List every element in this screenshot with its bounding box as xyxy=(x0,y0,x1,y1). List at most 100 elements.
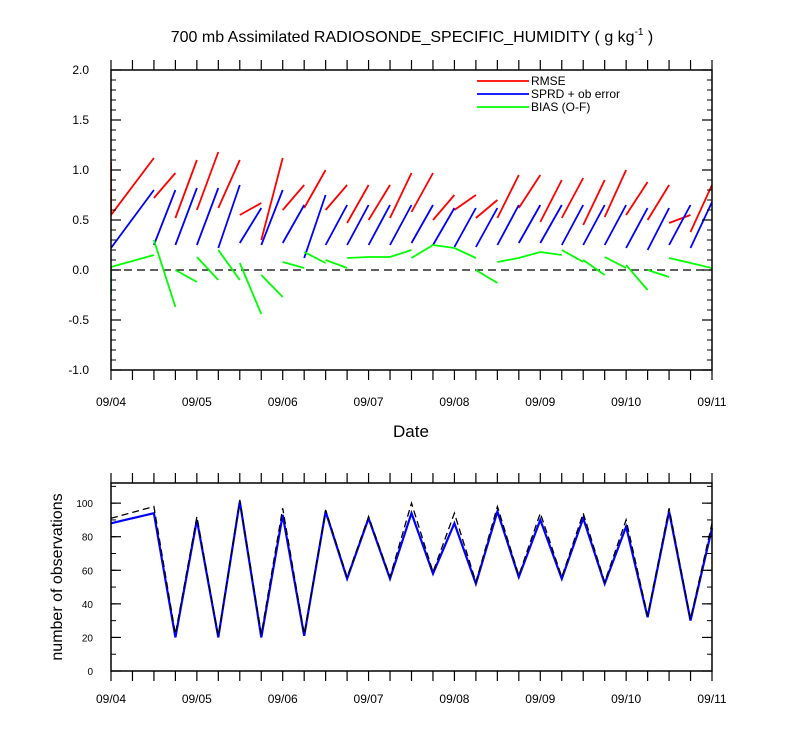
series-bias-o-f-segment-12 xyxy=(411,244,455,259)
y-tick-label: 40 xyxy=(82,600,94,611)
y-axis-label-observations: number of observations xyxy=(49,493,66,660)
series-rmse-segment-17 xyxy=(475,199,498,219)
series-sprd-ob-error-segment-7 xyxy=(260,189,284,246)
series-sprd-ob-error-segment-23 xyxy=(603,204,627,246)
y-tick-label: 1.0 xyxy=(72,163,89,177)
y-tick-label: 2.0 xyxy=(72,63,89,77)
x-tick-label: 09/05 xyxy=(182,692,212,706)
series-rmse-segment-9 xyxy=(303,169,327,209)
y-tick-label: 1.5 xyxy=(72,113,89,127)
top-plot-frame xyxy=(110,69,713,371)
series-bias-o-f-segment-5 xyxy=(217,249,241,281)
y-tick-label: 100 xyxy=(76,499,93,510)
x-tick-label: 09/04 xyxy=(96,395,126,409)
series-sprd-ob-error-segment-26 xyxy=(668,204,692,246)
series-sprd-ob-error-segment-17 xyxy=(475,207,499,248)
y-tick-label: 0.0 xyxy=(72,263,89,277)
legend-label-sprd-ob-error: SPRD + ob error xyxy=(531,87,620,101)
series-rmse-segment-26 xyxy=(668,214,691,224)
series-rmse-segment-25 xyxy=(646,184,670,221)
x-tick-label: 09/08 xyxy=(439,395,469,409)
x-tick-label: 09/10 xyxy=(611,395,641,409)
x-tick-label: 09/09 xyxy=(525,692,555,706)
x-tick-label: 09/11 xyxy=(697,692,726,706)
series-rmse-segment-4 xyxy=(196,151,220,211)
series-sprd-ob-error-segment-10 xyxy=(324,204,348,246)
series-rmse-segment-24 xyxy=(625,181,649,216)
x-tick-label: 09/09 xyxy=(525,395,555,409)
series-possible-line xyxy=(110,499,713,636)
series-rmse-segment-22 xyxy=(582,179,606,226)
series-rmse-segment-27 xyxy=(689,184,712,233)
chart-title-main: 700 mb Assimilated RADIOSONDE_SPECIFIC_H… xyxy=(171,29,635,46)
y-tick-label: 80 xyxy=(82,533,94,544)
series-rmse-segment-12 xyxy=(367,184,391,221)
y-tick-label: 0 xyxy=(87,667,93,678)
chart-title-superscript: -1 xyxy=(635,27,644,38)
series-rmse-segment-23 xyxy=(603,169,627,218)
series-rmse-segment-13 xyxy=(389,172,413,219)
series-bias-o-f-segment-9 xyxy=(303,251,327,264)
bottom-series-lines xyxy=(110,499,714,638)
series-bias-o-f-segment-15 xyxy=(497,251,562,263)
chart-title: 700 mb Assimilated RADIOSONDE_SPECIFIC_H… xyxy=(171,27,654,46)
series-bias-o-f-segment-8 xyxy=(282,261,305,269)
series-bias-o-f-segment-6 xyxy=(238,262,263,315)
y-tick-label: -1.0 xyxy=(68,363,89,377)
y-tick-label: -0.5 xyxy=(68,313,89,327)
series-rmse-segment-21 xyxy=(561,177,584,219)
y-tick-label: 60 xyxy=(82,566,94,577)
series-bias-o-f-segment-11 xyxy=(347,249,412,259)
series-bias-o-f-segment-21 xyxy=(668,257,712,269)
x-tick-label: 09/04 xyxy=(96,692,126,706)
series-bias-o-f-segment-19 xyxy=(625,264,649,291)
series-bias-o-f-segment-10 xyxy=(325,259,348,269)
series-sprd-ob-error-segment-19 xyxy=(518,204,542,244)
series-sprd-ob-error-segment-2 xyxy=(153,189,177,246)
series-sprd-ob-error-segment-12 xyxy=(367,204,391,246)
series-bias-o-f-segment-7 xyxy=(260,274,284,298)
series-rmse-segment-5 xyxy=(217,159,241,209)
series-rmse-segment-19 xyxy=(518,174,542,209)
series-sprd-ob-error-segment-20 xyxy=(539,204,563,244)
series-bias-o-f-segment-18 xyxy=(604,256,627,269)
x-tick-label: 09/05 xyxy=(182,395,212,409)
series-sprd-ob-error-segment-6 xyxy=(239,207,263,244)
series-bias-o-f-segment-4 xyxy=(196,256,219,281)
series-sprd-ob-error-segment-9 xyxy=(303,194,327,259)
series-rmse-segment-15 xyxy=(432,194,456,221)
series-sprd-ob-error-segment-14 xyxy=(410,204,434,244)
x-tick-label: 09/06 xyxy=(268,692,298,706)
series-rmse-segment-20 xyxy=(539,179,563,223)
series-rmse-segment-3 xyxy=(174,159,198,219)
series-rmse-segment-8 xyxy=(282,184,305,211)
bottom-chart: 100 80 60 40 20 0 09/04 09/05 09/06 09/07 09/08 09/… xyxy=(76,473,727,706)
bottom-axes: 100 80 60 40 20 0 09/04 09/05 09/06 09/07 09/08 09/… xyxy=(76,473,727,706)
x-tick-label: 09/07 xyxy=(354,395,384,409)
series-rmse-segment-10 xyxy=(324,184,348,211)
y-tick-label: 0.5 xyxy=(72,213,89,227)
series-bias-o-f-segment-1 xyxy=(111,254,155,295)
series-sprd-ob-error-segment-15 xyxy=(432,207,456,246)
series-bias-o-f-segment-16 xyxy=(561,249,584,263)
series-bias-o-f-segment-2 xyxy=(153,239,177,308)
legend-label-bias-o-f: BIAS (O-F) xyxy=(531,100,590,114)
x-tick-label: 09/10 xyxy=(611,692,641,706)
series-rmse-segment-1 xyxy=(111,157,155,217)
series-rmse-segment-11 xyxy=(346,184,370,224)
x-tick-label: 09/08 xyxy=(439,692,469,706)
series-sprd-ob-error-segment-5 xyxy=(217,184,241,249)
series-bias-o-f-segment-3 xyxy=(174,269,198,283)
series-rmse-segment-2 xyxy=(153,172,177,199)
series-rmse-segment-14 xyxy=(410,172,434,213)
series-rmse-segment-6 xyxy=(239,202,262,216)
series-bias-o-f-segment-14 xyxy=(475,269,498,284)
x-tick-label: 09/07 xyxy=(354,692,384,706)
series-sprd-ob-error-segment-24 xyxy=(625,207,649,249)
series-sprd-ob-error-segment-1 xyxy=(111,189,155,249)
series-rmse-segment-18 xyxy=(496,174,520,219)
series-assimilated-line xyxy=(110,501,714,638)
